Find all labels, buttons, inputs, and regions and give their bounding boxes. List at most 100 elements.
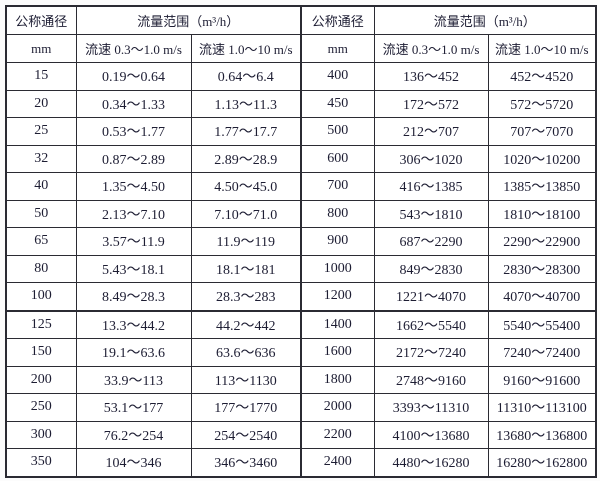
cell-diameter: 20 bbox=[5, 89, 77, 118]
table-row: 50 2.13～7.10 7.10～71.0 800 543～1810 1810～1810… bbox=[5, 199, 597, 228]
cell-flow-range: 136～452 bbox=[373, 62, 489, 91]
cell-flow-range: 2290～22900 bbox=[487, 227, 597, 256]
header-speed-high-right: 流速 1.0～10 m/s bbox=[487, 34, 597, 63]
cell-diameter: 15 bbox=[5, 62, 77, 91]
cell-flow-range: 306～1020 bbox=[373, 144, 489, 173]
cell-diameter: 200 bbox=[5, 365, 77, 394]
cell-diameter: 40 bbox=[5, 172, 77, 201]
cell-diameter: 100 bbox=[5, 282, 77, 312]
table-row: 25 0.53～1.77 1.77～17.7 500 212～707 707～7070 bbox=[5, 117, 597, 146]
cell-diameter: 800 bbox=[300, 199, 375, 228]
cell-diameter: 250 bbox=[5, 393, 77, 422]
cell-flow-range: 13680～136800 bbox=[487, 420, 597, 449]
cell-flow-range: 2748～9160 bbox=[373, 365, 489, 394]
cell-diameter: 1400 bbox=[300, 310, 375, 339]
cell-flow-range: 707～7070 bbox=[487, 117, 597, 146]
cell-flow-range: 11.9～119 bbox=[190, 227, 302, 256]
header-speed-low-left: 流速 0.3～1.0 m/s bbox=[75, 34, 192, 63]
cell-flow-range: 1.13～11.3 bbox=[190, 89, 302, 118]
cell-flow-range: 1.77～17.7 bbox=[190, 117, 302, 146]
header-flow-range-right: 流量范围（m³/h） bbox=[373, 5, 597, 35]
header-row-top: 公称通径 流量范围（m³/h） 公称通径 流量范围（m³/h） bbox=[5, 5, 597, 35]
cell-flow-range: 44.2～442 bbox=[190, 310, 302, 339]
cell-diameter: 80 bbox=[5, 254, 77, 283]
cell-diameter: 400 bbox=[300, 62, 375, 91]
table-row: 80 5.43～18.1 18.1～181 1000 849～2830 2830～2830… bbox=[5, 254, 597, 283]
cell-diameter: 50 bbox=[5, 199, 77, 228]
cell-flow-range: 104～346 bbox=[75, 448, 192, 477]
header-unit-left: mm bbox=[5, 34, 77, 63]
cell-flow-range: 4070～40700 bbox=[487, 282, 597, 312]
cell-flow-range: 4.50～45.0 bbox=[190, 172, 302, 201]
cell-flow-range: 5540～55400 bbox=[487, 310, 597, 339]
cell-diameter: 300 bbox=[5, 420, 77, 449]
cell-diameter: 2000 bbox=[300, 393, 375, 422]
table-row: 250 53.1～177 177～1770 2000 3393～11310 11310～1… bbox=[5, 393, 597, 422]
cell-flow-range: 2830～28300 bbox=[487, 254, 597, 283]
table-row: 150 19.1～63.6 63.6～636 1600 2172～7240 7240～72… bbox=[5, 338, 597, 367]
cell-flow-range: 16280～162800 bbox=[487, 448, 597, 477]
cell-flow-range: 172～572 bbox=[373, 89, 489, 118]
table-row: 20 0.34～1.33 1.13～11.3 450 172～572 572～5720 bbox=[5, 89, 597, 118]
cell-flow-range: 1.35～4.50 bbox=[75, 172, 192, 201]
cell-flow-range: 19.1～63.6 bbox=[75, 338, 192, 367]
cell-diameter: 450 bbox=[300, 89, 375, 118]
table-row: 65 3.57～11.9 11.9～119 900 687～2290 2290～22900 bbox=[5, 227, 597, 256]
header-row-sub: mm 流速 0.3～1.0 m/s 流速 1.0～10 m/s mm 流速 0.… bbox=[5, 34, 597, 63]
table-row: 32 0.87～2.89 2.89～28.9 600 306～1020 1020～1020… bbox=[5, 144, 597, 173]
cell-diameter: 350 bbox=[5, 448, 77, 477]
header-unit-right: mm bbox=[300, 34, 375, 63]
table-header: 公称通径 流量范围（m³/h） 公称通径 流量范围（m³/h） mm 流速 0.… bbox=[5, 5, 597, 63]
cell-diameter: 32 bbox=[5, 144, 77, 173]
table-row: 40 1.35～4.50 4.50～45.0 700 416～1385 1385～1385… bbox=[5, 172, 597, 201]
cell-flow-range: 3393～11310 bbox=[373, 393, 489, 422]
header-speed-high-left: 流速 1.0～10 m/s bbox=[190, 34, 302, 63]
cell-flow-range: 177～1770 bbox=[190, 393, 302, 422]
cell-flow-range: 543～1810 bbox=[373, 199, 489, 228]
cell-flow-range: 1662～5540 bbox=[373, 310, 489, 339]
cell-flow-range: 1385～13850 bbox=[487, 172, 597, 201]
cell-flow-range: 572～5720 bbox=[487, 89, 597, 118]
header-flow-range-left: 流量范围（m³/h） bbox=[75, 5, 302, 35]
cell-flow-range: 7240～72400 bbox=[487, 338, 597, 367]
cell-flow-range: 13.3～44.2 bbox=[75, 310, 192, 339]
cell-flow-range: 849～2830 bbox=[373, 254, 489, 283]
cell-flow-range: 0.53～1.77 bbox=[75, 117, 192, 146]
cell-flow-range: 4100～13680 bbox=[373, 420, 489, 449]
cell-flow-range: 7.10～71.0 bbox=[190, 199, 302, 228]
cell-diameter: 600 bbox=[300, 144, 375, 173]
cell-flow-range: 1810～18100 bbox=[487, 199, 597, 228]
cell-flow-range: 1020～10200 bbox=[487, 144, 597, 173]
cell-flow-range: 4480～16280 bbox=[373, 448, 489, 477]
flow-range-table: 公称通径 流量范围（m³/h） 公称通径 流量范围（m³/h） mm 流速 0.… bbox=[5, 5, 597, 478]
cell-diameter: 125 bbox=[5, 310, 77, 339]
table-row: 100 8.49～28.3 28.3～283 1200 1221～4070 4070～40… bbox=[5, 282, 597, 312]
table-row: 15 0.19～0.64 0.64～6.4 400 136～452 452～4520 bbox=[5, 62, 597, 91]
cell-diameter: 1600 bbox=[300, 338, 375, 367]
cell-flow-range: 346～3460 bbox=[190, 448, 302, 477]
cell-flow-range: 33.9～113 bbox=[75, 365, 192, 394]
cell-flow-range: 2172～7240 bbox=[373, 338, 489, 367]
cell-diameter: 500 bbox=[300, 117, 375, 146]
cell-diameter: 900 bbox=[300, 227, 375, 256]
header-speed-low-right: 流速 0.3～1.0 m/s bbox=[373, 34, 489, 63]
cell-diameter: 150 bbox=[5, 338, 77, 367]
cell-flow-range: 76.2～254 bbox=[75, 420, 192, 449]
cell-diameter: 65 bbox=[5, 227, 77, 256]
cell-flow-range: 416～1385 bbox=[373, 172, 489, 201]
cell-flow-range: 0.87～2.89 bbox=[75, 144, 192, 173]
table-row: 300 76.2～254 254～2540 2200 4100～13680 13680～1… bbox=[5, 420, 597, 449]
cell-flow-range: 212～707 bbox=[373, 117, 489, 146]
header-diameter-right: 公称通径 bbox=[300, 5, 375, 35]
cell-diameter: 1200 bbox=[300, 282, 375, 312]
cell-flow-range: 53.1～177 bbox=[75, 393, 192, 422]
cell-diameter: 25 bbox=[5, 117, 77, 146]
cell-flow-range: 254～2540 bbox=[190, 420, 302, 449]
cell-flow-range: 9160～91600 bbox=[487, 365, 597, 394]
cell-flow-range: 1221～4070 bbox=[373, 282, 489, 312]
table-row: 125 13.3～44.2 44.2～442 1400 1662～5540 5540～55… bbox=[5, 310, 597, 339]
cell-diameter: 1000 bbox=[300, 254, 375, 283]
cell-flow-range: 18.1～181 bbox=[190, 254, 302, 283]
cell-diameter: 2400 bbox=[300, 448, 375, 477]
